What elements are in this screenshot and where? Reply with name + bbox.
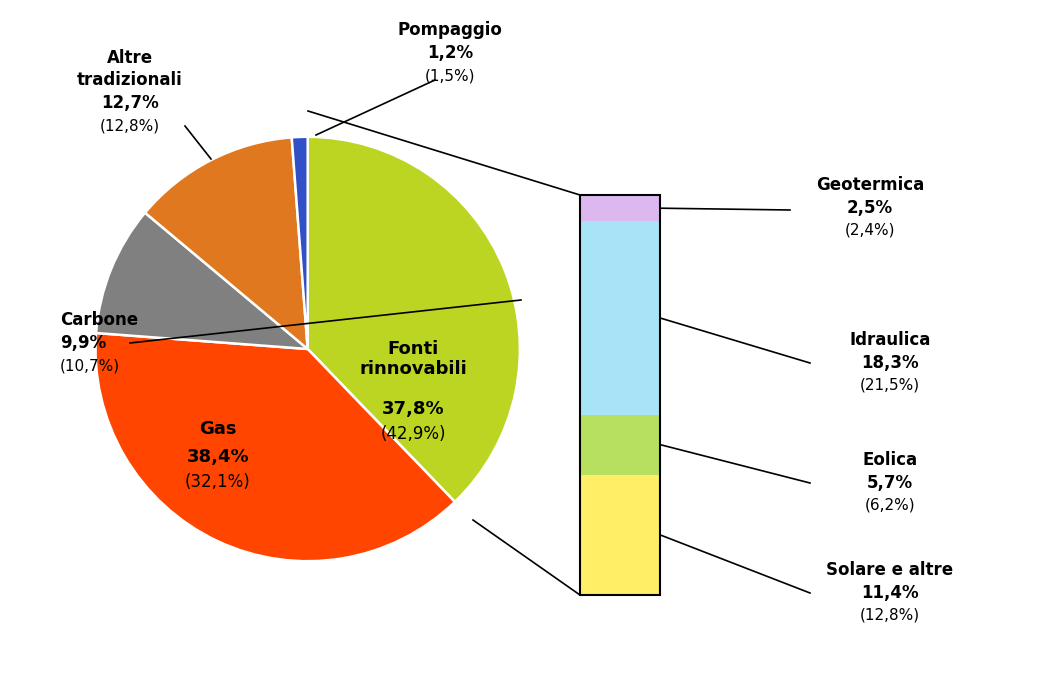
FancyBboxPatch shape bbox=[580, 195, 660, 221]
Text: 37,8%: 37,8% bbox=[382, 400, 445, 418]
FancyBboxPatch shape bbox=[580, 415, 660, 475]
Text: Altre: Altre bbox=[107, 49, 153, 67]
Text: 12,7%: 12,7% bbox=[101, 94, 159, 112]
Wedge shape bbox=[292, 137, 308, 349]
Text: (6,2%): (6,2%) bbox=[865, 498, 916, 512]
Text: 2,5%: 2,5% bbox=[847, 199, 893, 217]
Text: (42,9%): (42,9%) bbox=[380, 425, 446, 443]
Text: (1,5%): (1,5%) bbox=[424, 68, 475, 84]
Text: Fonti
rinnovabili: Fonti rinnovabili bbox=[359, 340, 467, 378]
Text: Eolica: Eolica bbox=[863, 451, 918, 469]
Text: Solare e altre: Solare e altre bbox=[827, 561, 954, 579]
Text: 9,9%: 9,9% bbox=[60, 334, 106, 352]
Text: 38,4%: 38,4% bbox=[187, 448, 249, 466]
FancyBboxPatch shape bbox=[580, 475, 660, 595]
Text: (32,1%): (32,1%) bbox=[185, 473, 250, 491]
Text: (21,5%): (21,5%) bbox=[859, 378, 920, 392]
Wedge shape bbox=[95, 333, 455, 561]
Bar bbox=[580, 195, 660, 595]
Text: 1,2%: 1,2% bbox=[427, 44, 473, 62]
Text: 11,4%: 11,4% bbox=[862, 584, 919, 602]
Text: 18,3%: 18,3% bbox=[862, 354, 919, 372]
Wedge shape bbox=[145, 138, 308, 349]
Wedge shape bbox=[97, 213, 308, 349]
Text: Pompaggio: Pompaggio bbox=[398, 21, 503, 39]
Text: Gas: Gas bbox=[199, 420, 237, 438]
Text: (12,8%): (12,8%) bbox=[100, 119, 160, 133]
Text: (12,8%): (12,8%) bbox=[859, 607, 920, 623]
Text: Idraulica: Idraulica bbox=[849, 331, 930, 349]
Wedge shape bbox=[308, 137, 520, 502]
Text: (2,4%): (2,4%) bbox=[845, 223, 895, 237]
Text: 5,7%: 5,7% bbox=[867, 474, 914, 492]
FancyBboxPatch shape bbox=[580, 221, 660, 415]
Text: Carbone: Carbone bbox=[60, 311, 138, 329]
Text: tradizionali: tradizionali bbox=[77, 71, 182, 89]
Text: Geotermica: Geotermica bbox=[816, 176, 924, 194]
Text: (10,7%): (10,7%) bbox=[60, 359, 120, 373]
